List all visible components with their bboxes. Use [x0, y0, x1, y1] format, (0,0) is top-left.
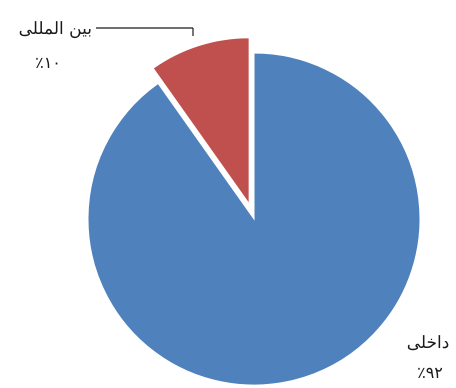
- label-domestic-name: داخلی: [407, 333, 450, 353]
- pie-slice-domestic: [87, 52, 421, 386]
- label-international-name: بین المللی: [19, 19, 92, 39]
- label-domestic-percent: ٪۹۲: [417, 363, 443, 382]
- pie-slices: [87, 37, 421, 386]
- pie-slice-international: [152, 37, 250, 206]
- label-international-percent: ٪۱۰: [35, 53, 61, 72]
